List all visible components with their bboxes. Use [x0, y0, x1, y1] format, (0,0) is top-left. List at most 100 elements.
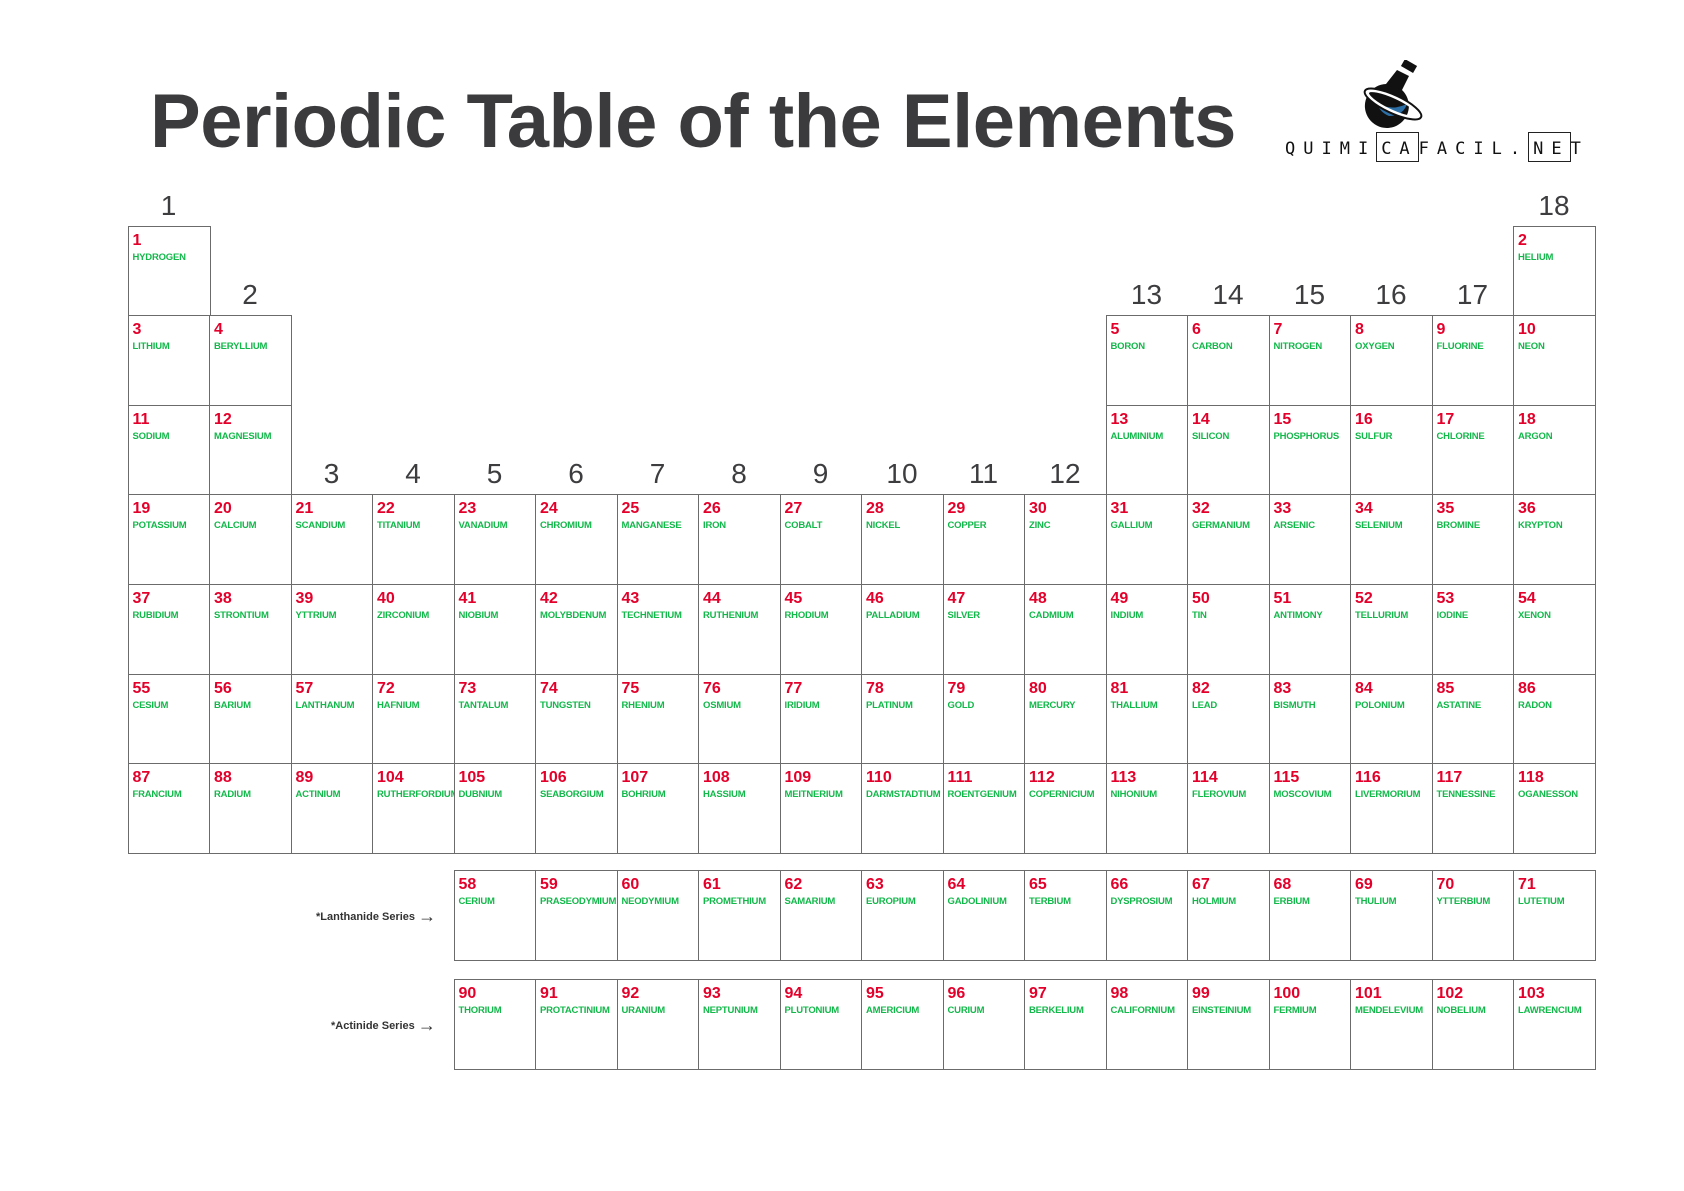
element-cell-europium[interactable]: 63 EUROPIUM	[861, 870, 944, 961]
element-cell-protactinium[interactable]: 91 PROTACTINIUM	[535, 979, 618, 1070]
element-cell-krypton[interactable]: 36 KRYPTON	[1513, 494, 1596, 586]
element-cell-copernicium[interactable]: 112 COPERNICIUM	[1024, 763, 1107, 855]
element-cell-silicon[interactable]: 14 SILICON	[1187, 404, 1270, 496]
element-cell-sodium[interactable]: 11 SODIUM	[127, 404, 211, 496]
element-cell-neptunium[interactable]: 93 NEPTUNIUM	[698, 979, 781, 1070]
element-cell-phosphorus[interactable]: 15 PHOSPHORUS	[1268, 404, 1352, 496]
element-cell-curium[interactable]: 96 CURIUM	[942, 979, 1026, 1070]
element-cell-helium[interactable]: 2 HELIUM	[1513, 225, 1596, 317]
element-cell-tellurium[interactable]: 52 TELLURIUM	[1350, 583, 1433, 675]
element-cell-silver[interactable]: 47 SILVER	[942, 583, 1026, 675]
element-cell-calcium[interactable]: 20 CALCIUM	[209, 494, 292, 586]
element-cell-carbon[interactable]: 6 CARBON	[1187, 315, 1270, 407]
element-cell-iodine[interactable]: 53 IODINE	[1431, 583, 1515, 675]
element-cell-bismuth[interactable]: 83 BISMUTH	[1268, 673, 1352, 765]
element-cell-potassium[interactable]: 19 POTASSIUM	[127, 494, 211, 586]
element-cell-livermorium[interactable]: 116 LIVERMORIUM	[1350, 763, 1433, 855]
element-cell-meitnerium[interactable]: 109 MEITNERIUM	[779, 763, 863, 855]
element-cell-dysprosium[interactable]: 66 DYSPROSIUM	[1105, 870, 1189, 961]
element-cell-americium[interactable]: 95 AMERICIUM	[861, 979, 944, 1070]
element-cell-radium[interactable]: 88 RADIUM	[209, 763, 292, 855]
element-cell-plutonium[interactable]: 94 PLUTONIUM	[779, 979, 863, 1070]
element-cell-terbium[interactable]: 65 TERBIUM	[1024, 870, 1107, 961]
element-cell-barium[interactable]: 56 BARIUM	[209, 673, 292, 765]
element-cell-erbium[interactable]: 68 ERBIUM	[1268, 870, 1352, 961]
element-cell-seaborgium[interactable]: 106 SEABORGIUM	[535, 763, 618, 855]
element-cell-uranium[interactable]: 92 URANIUM	[616, 979, 700, 1070]
element-cell-selenium[interactable]: 34 SELENIUM	[1350, 494, 1433, 586]
element-cell-platinum[interactable]: 78 PLATINUM	[861, 673, 944, 765]
element-cell-yttrium[interactable]: 39 YTTRIUM	[290, 583, 374, 675]
element-cell-titanium[interactable]: 22 TITANIUM	[372, 494, 455, 586]
element-cell-mercury[interactable]: 80 MERCURY	[1024, 673, 1107, 765]
element-cell-cadmium[interactable]: 48 CADMIUM	[1024, 583, 1107, 675]
element-cell-technetium[interactable]: 43 TECHNETIUM	[616, 583, 700, 675]
element-cell-oxygen[interactable]: 8 OXYGEN	[1350, 315, 1433, 407]
element-cell-arsenic[interactable]: 33 ARSENIC	[1268, 494, 1352, 586]
element-cell-darmstadtium[interactable]: 110 DARMSTADTIUM	[861, 763, 944, 855]
element-cell-neodymium[interactable]: 60 NEODYMIUM	[616, 870, 700, 961]
element-cell-praseodymium[interactable]: 59 PRASEODYMIUM	[535, 870, 618, 961]
element-cell-copper[interactable]: 29 COPPER	[942, 494, 1026, 586]
element-cell-einsteinium[interactable]: 99 EINSTEINIUM	[1187, 979, 1270, 1070]
element-cell-molybdenum[interactable]: 42 MOLYBDENUM	[535, 583, 618, 675]
element-cell-chromium[interactable]: 24 CHROMIUM	[535, 494, 618, 586]
element-cell-chlorine[interactable]: 17 CHLORINE	[1431, 404, 1515, 496]
element-cell-sulfur[interactable]: 16 SULFUR	[1350, 404, 1433, 496]
element-cell-rhodium[interactable]: 45 RHODIUM	[779, 583, 863, 675]
element-cell-magnesium[interactable]: 12 MAGNESIUM	[209, 404, 292, 496]
element-cell-hydrogen[interactable]: 1 HYDROGEN	[127, 225, 211, 317]
element-cell-gallium[interactable]: 31 GALLIUM	[1105, 494, 1189, 586]
element-cell-ytterbium[interactable]: 70 YTTERBIUM	[1431, 870, 1515, 961]
element-cell-berkelium[interactable]: 97 BERKELIUM	[1024, 979, 1107, 1070]
element-cell-hassium[interactable]: 108 HASSIUM	[698, 763, 781, 855]
element-cell-californium[interactable]: 98 CALIFORNIUM	[1105, 979, 1189, 1070]
element-cell-rutherfordium[interactable]: 104 RUTHERFORDIUM	[372, 763, 459, 855]
element-cell-mendelevium[interactable]: 101 MENDELEVIUM	[1350, 979, 1433, 1070]
element-cell-ruthenium[interactable]: 44 RUTHENIUM	[698, 583, 781, 675]
element-cell-tungsten[interactable]: 74 TUNGSTEN	[535, 673, 618, 765]
element-cell-thulium[interactable]: 69 THULIUM	[1350, 870, 1433, 961]
element-cell-indium[interactable]: 49 INDIUM	[1105, 583, 1189, 675]
element-cell-polonium[interactable]: 84 POLONIUM	[1350, 673, 1433, 765]
element-cell-tennessine[interactable]: 117 TENNESSINE	[1431, 763, 1515, 855]
element-cell-beryllium[interactable]: 4 BERYLLIUM	[209, 315, 292, 407]
element-cell-thorium[interactable]: 90 THORIUM	[453, 979, 537, 1070]
element-cell-cobalt[interactable]: 27 COBALT	[779, 494, 863, 586]
element-cell-germanium[interactable]: 32 GERMANIUM	[1187, 494, 1270, 586]
element-cell-samarium[interactable]: 62 SAMARIUM	[779, 870, 863, 961]
element-cell-xenon[interactable]: 54 XENON	[1513, 583, 1596, 675]
element-cell-iridium[interactable]: 77 IRIDIUM	[779, 673, 863, 765]
element-cell-tin[interactable]: 50 TIN	[1187, 583, 1270, 675]
element-cell-gold[interactable]: 79 GOLD	[942, 673, 1026, 765]
element-cell-zinc[interactable]: 30 ZINC	[1024, 494, 1107, 586]
element-cell-roentgenium[interactable]: 111 ROENTGENIUM	[942, 763, 1026, 855]
element-cell-hafnium[interactable]: 72 HAFNIUM	[372, 673, 455, 765]
element-cell-vanadium[interactable]: 23 VANADIUM	[453, 494, 537, 586]
element-cell-promethium[interactable]: 61 PROMETHIUM	[698, 870, 781, 961]
element-cell-astatine[interactable]: 85 ASTATINE	[1431, 673, 1515, 765]
element-cell-zirconium[interactable]: 40 ZIRCONIUM	[372, 583, 455, 675]
element-cell-aluminium[interactable]: 13 ALUMINIUM	[1105, 404, 1189, 496]
element-cell-bromine[interactable]: 35 BROMINE	[1431, 494, 1515, 586]
element-cell-antimony[interactable]: 51 ANTIMONY	[1268, 583, 1352, 675]
element-cell-tantalum[interactable]: 73 TANTALUM	[453, 673, 537, 765]
element-cell-rubidium[interactable]: 37 RUBIDIUM	[127, 583, 211, 675]
element-cell-thallium[interactable]: 81 THALLIUM	[1105, 673, 1189, 765]
element-cell-niobium[interactable]: 41 NIOBIUM	[453, 583, 537, 675]
element-cell-lead[interactable]: 82 LEAD	[1187, 673, 1270, 765]
element-cell-manganese[interactable]: 25 MANGANESE	[616, 494, 700, 586]
element-cell-osmium[interactable]: 76 OSMIUM	[698, 673, 781, 765]
element-cell-neon[interactable]: 10 NEON	[1513, 315, 1596, 407]
element-cell-lawrencium[interactable]: 103 LAWRENCIUM	[1513, 979, 1596, 1070]
element-cell-bohrium[interactable]: 107 BOHRIUM	[616, 763, 700, 855]
element-cell-nickel[interactable]: 28 NICKEL	[861, 494, 944, 586]
element-cell-lutetium[interactable]: 71 LUTETIUM	[1513, 870, 1596, 961]
element-cell-fluorine[interactable]: 9 FLUORINE	[1431, 315, 1515, 407]
element-cell-gadolinium[interactable]: 64 GADOLINIUM	[942, 870, 1026, 961]
element-cell-boron[interactable]: 5 BORON	[1105, 315, 1189, 407]
element-cell-lanthanum[interactable]: 57 LANTHANUM	[290, 673, 374, 765]
element-cell-palladium[interactable]: 46 PALLADIUM	[861, 583, 944, 675]
element-cell-actinium[interactable]: 89 ACTINIUM	[290, 763, 374, 855]
element-cell-fermium[interactable]: 100 FERMIUM	[1268, 979, 1352, 1070]
